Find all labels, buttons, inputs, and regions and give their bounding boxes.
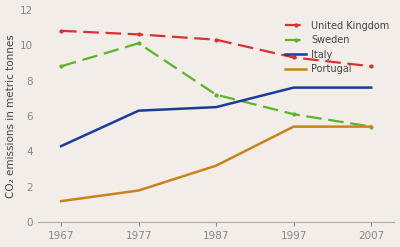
United Kingdom (214, 38, 218, 41)
Portugal (214, 164, 218, 167)
United Kingdom (291, 56, 296, 59)
Portugal (59, 200, 64, 203)
Sweden (369, 125, 374, 128)
Italy (136, 109, 141, 112)
Sweden (59, 65, 64, 68)
United Kingdom (369, 65, 374, 68)
Portugal (136, 189, 141, 192)
Line: United Kingdom: United Kingdom (58, 28, 374, 69)
Line: Italy: Italy (61, 88, 371, 146)
Line: Sweden: Sweden (58, 41, 374, 129)
Sweden (136, 42, 141, 45)
Legend: United Kingdom, Sweden, Italy, Portugal: United Kingdom, Sweden, Italy, Portugal (285, 21, 390, 74)
Line: Portugal: Portugal (61, 127, 371, 201)
Italy (369, 86, 374, 89)
Portugal (291, 125, 296, 128)
United Kingdom (136, 33, 141, 36)
Italy (291, 86, 296, 89)
Y-axis label: CO₂ emissions in metric tonnes: CO₂ emissions in metric tonnes (6, 34, 16, 198)
Sweden (291, 113, 296, 116)
Italy (59, 145, 64, 148)
United Kingdom (59, 29, 64, 32)
Portugal (369, 125, 374, 128)
Italy (214, 106, 218, 109)
Sweden (214, 93, 218, 96)
